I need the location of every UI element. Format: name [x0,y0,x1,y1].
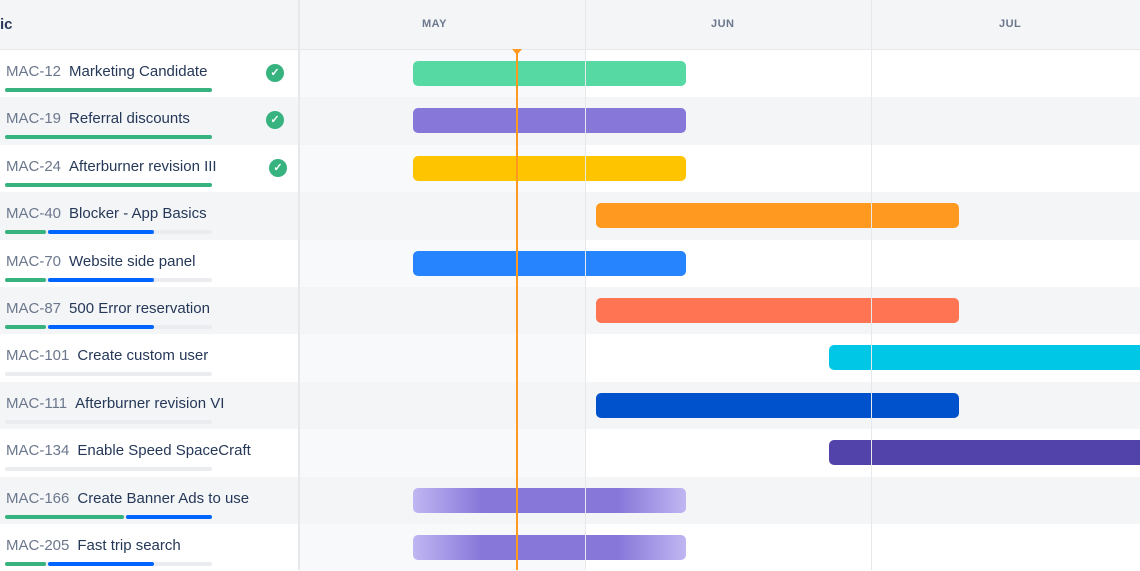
progress-bar [5,514,212,519]
today-marker [516,50,518,570]
epic-row[interactable]: MAC-87 500 Error reservation [0,287,1140,335]
issue-key[interactable]: MAC-70 [6,252,62,270]
progress-bar [5,182,212,187]
progress-bar [5,325,212,329]
today-marker-arrow [512,49,522,55]
issue-key[interactable]: MAC-101 [6,347,70,365]
issue-key[interactable]: MAC-40 [6,205,62,223]
epic-row[interactable]: MAC-111 Afterburner revision VI [0,381,1140,430]
epic-summary[interactable]: Afterburner revision III [69,157,217,175]
progress-bar [5,562,212,566]
roadmap-bar[interactable] [596,298,959,323]
roadmap-bar[interactable] [413,487,686,513]
roadmap-bar[interactable] [829,345,1140,371]
epic-row[interactable]: MAC-166 Create Banner Ads to use [0,476,1140,524]
progress-in-progress [48,277,154,282]
epic-summary[interactable]: Marketing Candidate [69,63,208,80]
progress-bar [5,88,212,92]
progress-bar [5,467,212,472]
epic-title[interactable]: MAC-19 Referral discounts [6,110,190,127]
epic-summary[interactable]: Website side panel [69,252,196,270]
epic-row[interactable]: MAC-134 Enable Speed SpaceCraft [0,429,1140,477]
progress-in-progress [48,325,154,329]
past-shading [300,381,585,430]
epic-summary[interactable]: Create custom user [77,347,209,365]
progress-in-progress [48,230,154,235]
roadmap-bar[interactable] [596,203,959,229]
done-check-icon: ✓ [266,64,284,82]
progress-done [5,88,212,92]
done-check-icon: ✓ [266,111,284,130]
progress-bar [5,230,212,235]
progress-done [5,325,47,329]
month-divider [585,0,586,570]
epic-column-header: ic [0,16,13,33]
epic-row[interactable]: MAC-101 Create custom user [0,334,1140,382]
issue-key[interactable]: MAC-87 [6,300,62,317]
epic-title[interactable]: MAC-12 Marketing Candidate [6,63,207,80]
epic-summary[interactable]: Enable Speed SpaceCraft [77,442,251,460]
done-check-icon: ✓ [269,158,287,177]
progress-bar [5,135,212,140]
epic-title[interactable]: MAC-40 Blocker - App Basics [6,205,207,222]
month-jul: JUL [999,18,1022,30]
epic-row[interactable]: MAC-70 Website side panel [0,239,1140,287]
roadmap-bar[interactable] [413,61,686,86]
past-shading [300,287,585,335]
issue-key[interactable]: MAC-24 [6,157,62,175]
progress-bar [5,277,212,282]
progress-done [5,514,124,519]
panel-divider[interactable] [298,0,300,570]
epic-row[interactable]: MAC-19 Referral discounts ✓ [0,97,1140,145]
epic-summary[interactable]: Referral discounts [69,110,190,128]
epic-summary[interactable]: Create Banner Ads to use [77,489,250,507]
issue-key[interactable]: MAC-134 [6,442,70,460]
progress-in-progress [48,562,154,566]
epic-title[interactable]: MAC-205 Fast trip search [6,537,181,554]
epic-title[interactable]: MAC-111 Afterburner revision VI [6,395,224,412]
epic-row[interactable]: MAC-40 Blocker - App Basics [0,192,1140,240]
roadmap-bar[interactable] [413,155,686,181]
past-shading [300,334,585,382]
month-divider [871,0,872,570]
epic-title[interactable]: MAC-70 Website side panel [6,253,195,270]
epic-summary[interactable]: 500 Error reservation [69,300,210,317]
progress-bar [5,419,212,424]
issue-key[interactable]: MAC-205 [6,537,70,554]
roadmap-bar[interactable] [829,440,1140,466]
epic-summary[interactable]: Fast trip search [77,537,181,554]
epic-row[interactable]: MAC-205 Fast trip search [0,524,1140,571]
epic-summary[interactable]: Afterburner revision VI [75,394,225,412]
issue-key[interactable]: MAC-166 [6,489,70,507]
timeline-header: ic MAY JUN JUL [0,0,1140,50]
epic-title[interactable]: MAC-101 Create custom user [6,347,208,364]
epic-title[interactable]: MAC-166 Create Banner Ads to use [6,490,249,507]
epic-row[interactable]: MAC-12 Marketing Candidate ✓ [0,50,1140,98]
issue-key[interactable]: MAC-19 [6,110,62,128]
past-shading [300,429,585,477]
roadmap-bar[interactable] [413,108,686,134]
epic-title[interactable]: MAC-87 500 Error reservation [6,300,210,317]
roadmap-bar[interactable] [413,535,686,560]
issue-key[interactable]: MAC-111 [6,394,68,412]
progress-done [5,182,212,187]
month-may: MAY [422,18,447,30]
issue-key[interactable]: MAC-12 [6,63,62,80]
past-shading [300,192,585,240]
epic-row[interactable]: MAC-24 Afterburner revision III ✓ [0,144,1140,193]
progress-bar [5,372,212,377]
progress-done [5,230,47,235]
progress-in-progress [125,514,212,519]
progress-done [5,135,212,140]
roadmap-bar[interactable] [596,392,959,418]
month-jun: JUN [711,18,735,30]
epic-title[interactable]: MAC-134 Enable Speed SpaceCraft [6,442,251,459]
epic-title[interactable]: MAC-24 Afterburner revision III [6,158,217,175]
epic-summary[interactable]: Blocker - App Basics [69,205,207,223]
roadmap-bar[interactable] [413,250,686,276]
progress-done [5,277,47,282]
progress-done [5,562,47,566]
